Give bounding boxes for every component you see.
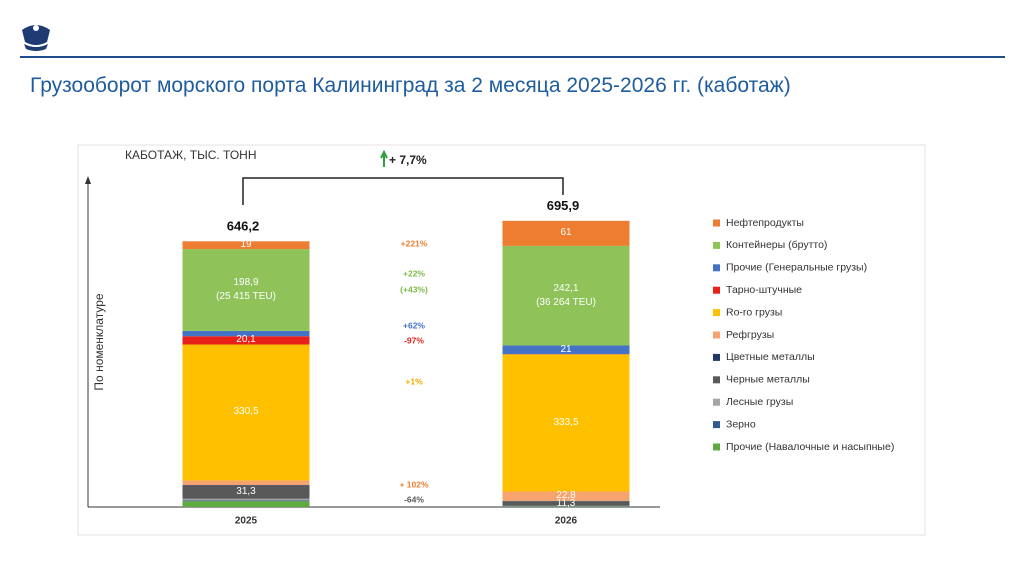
bar-segment [182,241,310,250]
data-label: 198,9 (25 415 TEU) [216,277,276,302]
change-annotation: -64% [404,494,424,504]
bar-segment [182,485,310,486]
data-label: 20,1 [236,334,256,346]
bar-segment [502,501,630,506]
change-annotation: +62% [403,320,425,330]
legend-swatch [713,443,720,451]
data-label: 242,1 (36 264 TEU) [536,282,596,308]
data-label: 21 [560,343,572,355]
legend-swatch [713,353,720,361]
change-annotation: + 102% [399,479,429,489]
data-label: 31,3 [236,486,256,498]
legend-swatch [713,286,720,294]
change-annotation: (+43%) [400,284,428,294]
up-arrow [380,149,388,167]
legend-label: Нефтепродукты [726,217,804,229]
bar-segment [502,491,630,501]
bar-segment [182,480,310,486]
legend-swatch [713,398,720,406]
legend-label: Цветные металлы [726,351,815,363]
legend-swatch [713,421,720,429]
legend-label: Контейнеры (брутто) [726,239,827,251]
legend-swatch [713,241,720,249]
legend-swatch [713,376,720,384]
bar-segment [182,344,310,481]
data-label: 61 [560,227,572,239]
data-label: 333,5 [553,416,579,428]
change-annotation: -97% [404,335,424,345]
logo [22,25,50,51]
legend-label: Рефгрузы [726,329,774,341]
data-label: 11,3 [556,497,576,509]
data-label: 22,8 [556,490,576,502]
y-axis-arrow [85,176,91,184]
bar-segment [502,345,630,355]
data-label: 19 [240,239,252,251]
data-label: 330,5 [233,406,259,418]
x-tick-label: 2026 [555,516,578,527]
bar-segment [182,336,310,345]
legend-label: Тарно-штучные [726,284,802,296]
total-label: 646,2 [227,219,260,234]
change-label: + 7,7% [389,153,427,167]
bar-segment [182,330,310,337]
legend-label: Ro-ro грузы [726,306,782,318]
chart-subtitle: КАБОТАЖ, ТЫС. ТОНН [125,148,257,162]
bar-segment [182,501,310,507]
legend-swatch [713,219,720,227]
legend-label: Лесные грузы [726,396,793,408]
change-annotation: +1% [405,376,423,386]
bar-segment [502,220,630,246]
legend-label: Прочие (Навалочные и насыпные) [726,441,894,453]
bar-segment [182,498,310,501]
y-axis-label: По номенклатуре [92,293,106,390]
total-label: 695,9 [547,198,580,213]
bar-segment [502,245,630,346]
legend-label: Черные металлы [726,374,810,386]
x-tick-label: 2025 [235,516,258,527]
change-annotation: +22% [403,268,425,278]
bar-segment [182,485,310,499]
legend-swatch [713,331,720,339]
legend-label: Зерно [726,418,756,430]
bar-segment [182,500,310,502]
legend-swatch [713,309,720,317]
legend-label: Прочие (Генеральные грузы) [726,262,867,274]
bar-segment [502,354,630,492]
change-annotation: +221% [401,238,428,248]
slide-title: Грузооборот морского порта Калининград з… [30,74,791,97]
change-bracket [242,177,564,205]
legend-swatch [713,264,720,272]
bar-segment [182,249,310,331]
